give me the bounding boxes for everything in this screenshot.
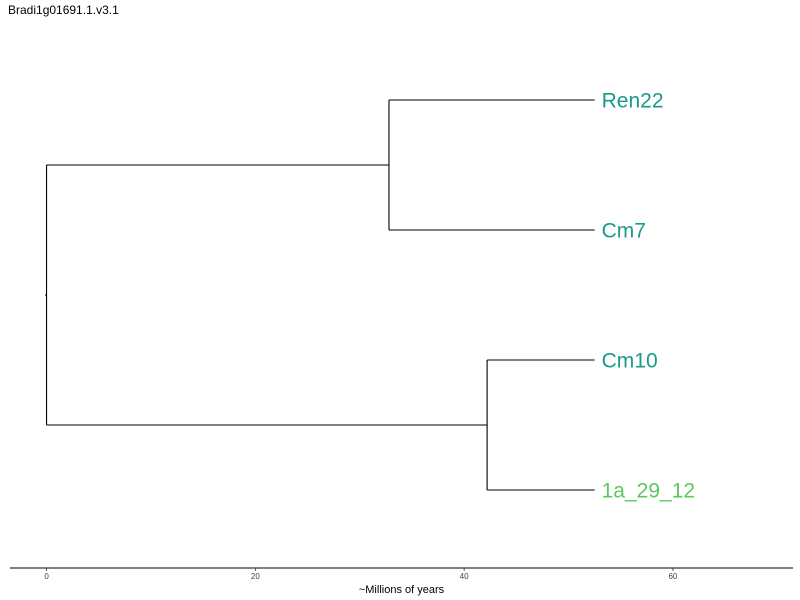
- leaf-labels-group: Ren22 Cm7 Cm10 1a_29_12: [602, 89, 695, 502]
- branches-group: [45, 99, 595, 491]
- x-axis-title: ~Millions of years: [359, 584, 445, 596]
- x-tick-label-0: 0: [44, 572, 49, 581]
- x-axis-ticks: 0 20 40 60: [44, 568, 678, 581]
- x-tick-label-60: 60: [668, 572, 677, 581]
- leaf-label-2: Cm7: [602, 219, 646, 242]
- x-tick-label-20: 20: [251, 572, 260, 581]
- leaf-label-1: Ren22: [602, 89, 664, 112]
- chart-title: Bradi1g01691.1.v3.1: [8, 3, 119, 17]
- leaf-label-4: 1a_29_12: [602, 479, 695, 502]
- x-tick-label-40: 40: [460, 572, 469, 581]
- leaf-label-3: Cm10: [602, 349, 658, 372]
- x-axis: 0 20 40 60 ~Millions of years: [10, 567, 793, 596]
